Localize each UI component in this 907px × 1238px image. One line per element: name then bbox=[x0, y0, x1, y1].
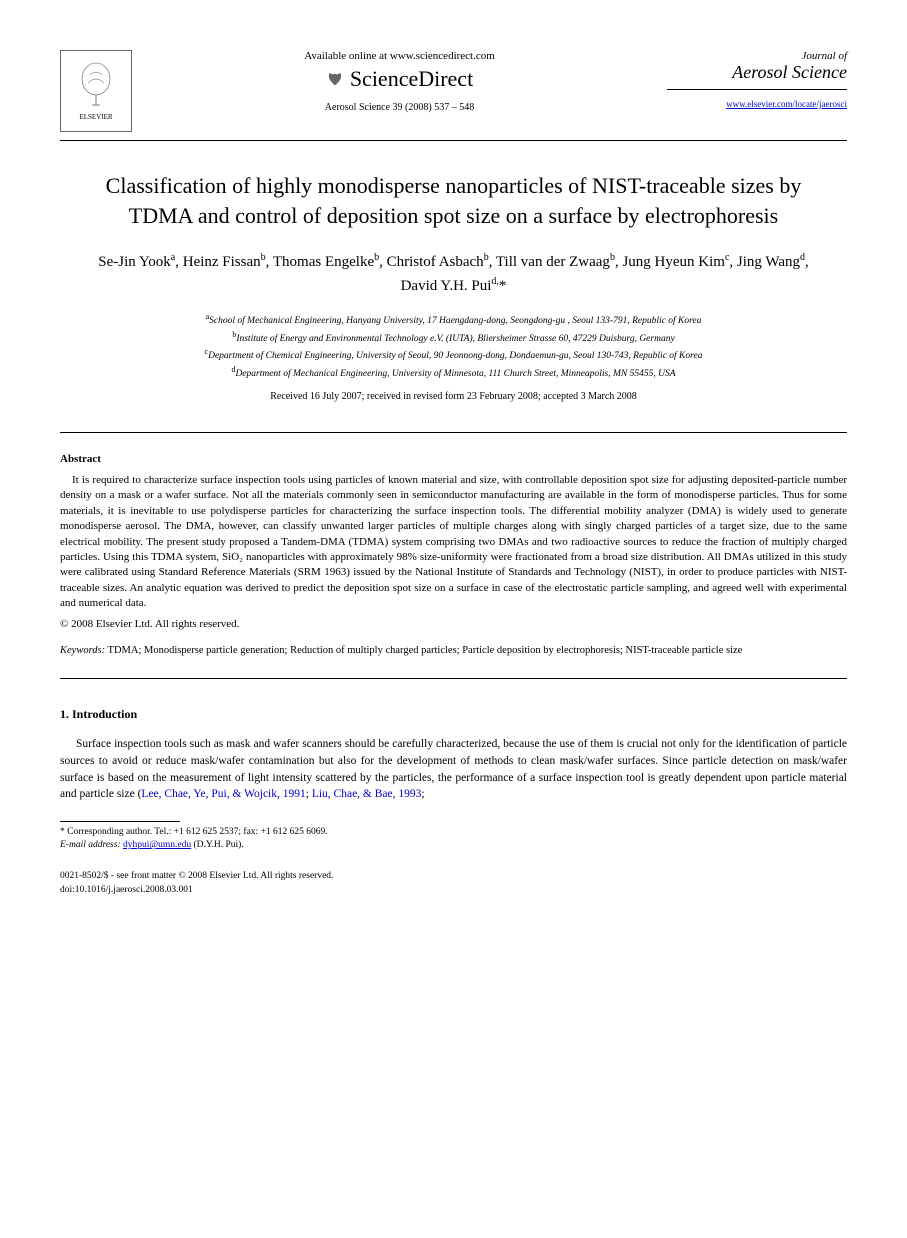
journal-homepage-link[interactable]: www.elsevier.com/locate/jaerosci bbox=[726, 99, 847, 109]
journal-name-prefix: Journal of bbox=[667, 50, 847, 62]
intro-text-post: ; bbox=[421, 788, 424, 800]
elsevier-tree-icon bbox=[76, 61, 116, 111]
abstract-text: It is required to characterize surface i… bbox=[60, 473, 847, 612]
section-1-heading: 1. Introduction bbox=[60, 707, 847, 722]
corresponding-email-link[interactable]: dyhpui@umn.edu bbox=[123, 840, 191, 850]
footnote-rule bbox=[60, 821, 180, 822]
journal-name: Aerosol Science bbox=[667, 62, 847, 90]
citation-link-lee1991[interactable]: Lee, Chae, Ye, Pui, & Wojcik, 1991 bbox=[141, 788, 305, 800]
keywords-label: Keywords: bbox=[60, 645, 105, 656]
sciencedirect-icon bbox=[326, 70, 344, 88]
email-label: E-mail address: bbox=[60, 840, 121, 850]
affiliation-list: aSchool of Mechanical Engineering, Hanya… bbox=[60, 311, 847, 381]
keywords-text: TDMA; Monodisperse particle generation; … bbox=[105, 645, 742, 656]
copyright-line: © 2008 Elsevier Ltd. All rights reserved… bbox=[60, 618, 847, 630]
email-author-name: (D.Y.H. Pui). bbox=[191, 840, 244, 850]
affiliation-item: aSchool of Mechanical Engineering, Hanya… bbox=[60, 311, 847, 328]
page-header: ELSEVIER Available online at www.science… bbox=[60, 50, 847, 141]
section-1-paragraph-1: Surface inspection tools such as mask an… bbox=[60, 736, 847, 803]
front-matter-line: 0021-8502/$ - see front matter © 2008 El… bbox=[60, 870, 847, 883]
available-online-text: Available online at www.sciencedirect.co… bbox=[152, 50, 647, 62]
elsevier-label: ELSEVIER bbox=[79, 113, 112, 121]
journal-reference: Aerosol Science 39 (2008) 537 – 548 bbox=[152, 102, 647, 113]
divider bbox=[60, 432, 847, 433]
doi-line: doi:10.1016/j.jaerosci.2008.03.001 bbox=[60, 884, 847, 897]
elsevier-logo: ELSEVIER bbox=[60, 50, 132, 132]
journal-title-box: Journal of Aerosol Science www.elsevier.… bbox=[667, 50, 847, 112]
affiliation-item: dDepartment of Mechanical Engineering, U… bbox=[60, 364, 847, 381]
page-footer: 0021-8502/$ - see front matter © 2008 El… bbox=[60, 870, 847, 897]
corresponding-author-footnote: * Corresponding author. Tel.: +1 612 625… bbox=[60, 826, 847, 839]
sciencedirect-text: ScienceDirect bbox=[350, 66, 473, 92]
abstract-label: Abstract bbox=[60, 453, 847, 465]
affiliation-item: bInstitute of Energy and Environmental T… bbox=[60, 329, 847, 346]
center-header: Available online at www.sciencedirect.co… bbox=[132, 50, 667, 113]
affiliation-item: cDepartment of Chemical Engineering, Uni… bbox=[60, 346, 847, 363]
divider bbox=[60, 678, 847, 679]
email-footnote: E-mail address: dyhpui@umn.edu (D.Y.H. P… bbox=[60, 839, 847, 852]
article-title: Classification of highly monodisperse na… bbox=[80, 171, 827, 230]
keywords-block: Keywords: TDMA; Monodisperse particle ge… bbox=[60, 644, 847, 659]
sciencedirect-brand: ScienceDirect bbox=[152, 66, 647, 92]
citation-link-liu1993[interactable]: Liu, Chae, & Bae, 1993 bbox=[312, 788, 422, 800]
author-list: Se-Jin Yooka, Heinz Fissanb, Thomas Enge… bbox=[90, 250, 817, 297]
article-dates: Received 16 July 2007; received in revis… bbox=[60, 391, 847, 402]
